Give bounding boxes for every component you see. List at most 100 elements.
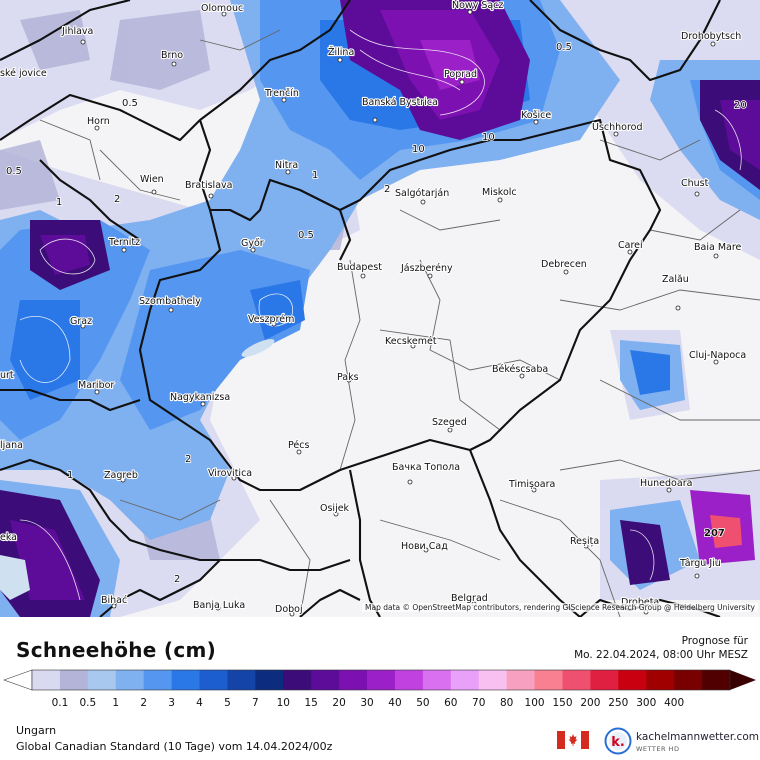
svg-text:Brno: Brno xyxy=(161,50,183,61)
country-borders xyxy=(0,0,721,617)
svg-text:Baia Mare: Baia Mare xyxy=(694,242,742,253)
svg-text:1: 1 xyxy=(312,170,318,181)
brand-subtitle: WETTER HD xyxy=(636,745,680,753)
legend-swatch xyxy=(199,670,228,690)
svg-text:10: 10 xyxy=(482,132,495,143)
svg-text:Wien: Wien xyxy=(140,174,164,185)
region-name: Ungarn xyxy=(16,724,57,737)
legend-label: 80 xyxy=(500,697,513,709)
legend-label: 60 xyxy=(444,697,457,709)
svg-text:Drohobytsch: Drohobytsch xyxy=(681,31,741,42)
svg-text:Cluj-Napoca: Cluj-Napoca xyxy=(689,350,746,361)
svg-text:Kecskemét: Kecskemét xyxy=(385,336,437,347)
svg-text:Salgótarján: Salgótarján xyxy=(395,188,449,199)
page-title: Schneehöhe (cm) xyxy=(16,638,217,662)
legend-label: 40 xyxy=(388,697,401,709)
legend-swatch xyxy=(534,670,563,690)
svg-text:Banja Luka: Banja Luka xyxy=(193,600,245,611)
legend-swatch xyxy=(311,670,340,690)
legend-label: 30 xyxy=(360,697,373,709)
svg-text:Reșița: Reșița xyxy=(570,536,599,547)
legend-label: 20 xyxy=(332,697,345,709)
svg-text:1: 1 xyxy=(56,197,62,208)
region-borders xyxy=(39,29,760,617)
forecast-info: Prognose für Mo. 22.04.2024, 08:00 Uhr M… xyxy=(574,634,748,662)
svg-text:2: 2 xyxy=(114,194,120,205)
legend-swatch xyxy=(115,670,145,690)
brand-name[interactable]: kachelmannwetter.com xyxy=(636,731,759,743)
svg-text:Hunedoara: Hunedoara xyxy=(640,478,692,489)
legend-swatch xyxy=(87,670,117,690)
svg-text:urt: urt xyxy=(0,370,14,381)
svg-text:Žilina: Žilina xyxy=(328,46,354,58)
svg-text:Timișoara: Timișoara xyxy=(508,479,555,490)
svg-text:Banská Bystrica: Banská Bystrica xyxy=(362,97,438,108)
legend-swatch xyxy=(478,670,508,690)
city-markers: Olomouc Nowy Sącz Jihlava Brno Žilina Po… xyxy=(0,0,747,617)
svg-text:Târgu Jiu: Târgu Jiu xyxy=(679,558,721,569)
svg-text:Szombathely: Szombathely xyxy=(139,296,201,307)
svg-text:eka: eka xyxy=(0,532,17,543)
svg-text:Zalău: Zalău xyxy=(662,274,689,285)
legend-label: 10 xyxy=(277,697,290,709)
legend-label: 1 xyxy=(112,697,119,709)
legend-label: 50 xyxy=(416,697,429,709)
svg-text:Osijek: Osijek xyxy=(320,503,350,514)
svg-text:Jihlava: Jihlava xyxy=(61,26,93,37)
svg-text:2: 2 xyxy=(185,454,191,465)
svg-text:Szeged: Szeged xyxy=(432,417,467,428)
svg-text:Košice: Košice xyxy=(521,110,551,121)
legend-swatch xyxy=(394,670,424,690)
legend-label: 200 xyxy=(580,697,600,709)
legend-swatch xyxy=(143,670,173,690)
svg-text:Chust: Chust xyxy=(681,178,709,189)
svg-text:Belgrad: Belgrad xyxy=(451,593,488,604)
legend-label: 100 xyxy=(525,697,545,709)
svg-text:Virovitica: Virovitica xyxy=(208,468,252,479)
lakes xyxy=(0,339,275,600)
legend-label: 5 xyxy=(224,697,231,709)
svg-text:2: 2 xyxy=(384,184,390,195)
legend-swatch xyxy=(283,670,312,690)
svg-text:Doboj: Doboj xyxy=(275,604,303,615)
legend-swatch xyxy=(32,670,61,690)
legend-label: 3 xyxy=(168,697,175,709)
svg-text:Jászberény: Jászberény xyxy=(400,263,453,274)
legend-label: 2 xyxy=(140,697,147,709)
canada-flag-icon xyxy=(557,731,589,749)
legend-label: 0.1 xyxy=(52,697,69,709)
legend-arrow-low xyxy=(3,669,33,691)
svg-text:Trenčín: Trenčín xyxy=(264,88,299,99)
svg-text:Nagykanizsa: Nagykanizsa xyxy=(170,392,230,403)
legend-swatch xyxy=(674,670,703,690)
color-legend: 0.1 0.5 1 2 3 4 5 7 10 15 20 30 40 50 60 70 80 100 150 200 2… xyxy=(3,669,756,709)
svg-text:Uschhorod: Uschhorod xyxy=(592,122,643,133)
legend-arrow-high xyxy=(730,670,756,690)
legend-swatch xyxy=(646,670,675,690)
legend-swatch xyxy=(339,670,368,690)
svg-text:Olomouc: Olomouc xyxy=(201,3,243,14)
svg-text:0.5: 0.5 xyxy=(122,98,138,109)
kachelmannwetter-logo-icon[interactable]: k. xyxy=(604,727,632,755)
svg-text:20: 20 xyxy=(734,100,747,111)
svg-text:Carei: Carei xyxy=(618,240,643,251)
legend-label: 70 xyxy=(472,697,485,709)
contour-labels: 0.5 0.5 0.5 0.5 1 1 1 2 2 2 2 10 10 20 2… xyxy=(5,41,747,586)
svg-text:ské jovice: ské jovice xyxy=(0,68,47,79)
svg-text:Veszprém: Veszprém xyxy=(248,314,294,325)
svg-text:Нови Сад: Нови Сад xyxy=(401,541,448,552)
contour-lines xyxy=(19,29,742,601)
svg-text:Бачка Топола: Бачка Топола xyxy=(392,462,460,473)
svg-text:Zagreb: Zagreb xyxy=(104,470,138,481)
svg-text:0.5: 0.5 xyxy=(6,166,22,177)
legend-swatch xyxy=(506,670,536,690)
legend-swatch xyxy=(227,670,256,690)
svg-text:1: 1 xyxy=(67,470,73,481)
svg-text:Bihać: Bihać xyxy=(101,595,127,606)
forecast-label: Prognose für xyxy=(681,635,748,647)
legend-label: 7 xyxy=(252,697,259,709)
legend-label: 15 xyxy=(305,697,318,709)
legend-swatch xyxy=(450,670,480,690)
svg-text:Pécs: Pécs xyxy=(288,440,309,451)
legend-swatch xyxy=(171,670,201,690)
